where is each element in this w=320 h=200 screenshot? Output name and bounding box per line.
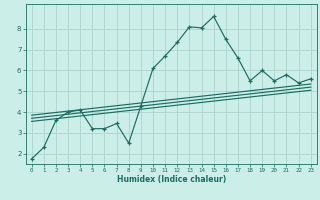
- X-axis label: Humidex (Indice chaleur): Humidex (Indice chaleur): [116, 175, 226, 184]
